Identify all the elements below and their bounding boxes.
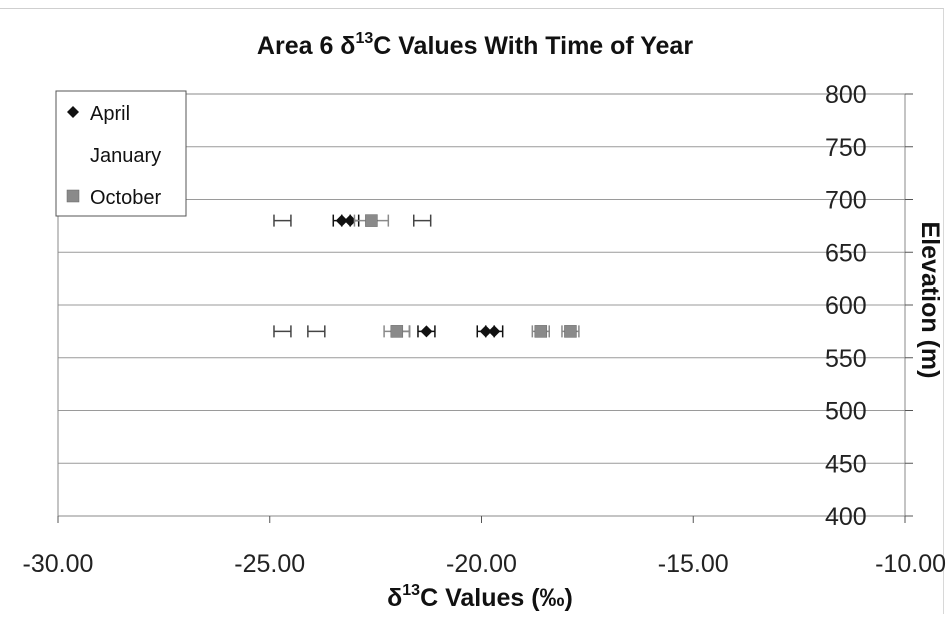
legend-marker-october [66,189,80,203]
data-point-october [564,325,577,338]
data-point-october [534,325,548,338]
x-tick-label: -25.00 [234,550,305,578]
x-tick-label: -30.00 [23,550,94,578]
y-tick-label: 600 [825,292,867,320]
data-points [273,214,580,338]
chart-title: Area 6 δ13C Values With Time of Year [257,30,693,60]
x-tick-label: -15.00 [658,550,729,578]
legend-label-october: October [90,187,161,209]
legend-label-january: January [90,145,161,167]
data-point-april [344,214,357,227]
x-axis-ticks: -30.00 -25.00 -20.00 -15.00 -10.00 [23,516,946,578]
legend: April January October [55,90,187,217]
x-tick-label: -10.00 [875,550,946,578]
y-tick-label: 550 [825,345,867,373]
y-tick-label: 800 [825,81,867,109]
y-axis-title: Elevation (m) [916,222,944,379]
legend-marker-april [67,106,79,118]
y-tick-label: 700 [825,187,867,215]
y-tick-label: 400 [825,503,867,531]
data-point-october [390,325,404,338]
y-tick-label: 450 [825,450,867,478]
y-tick-label: 500 [825,398,867,426]
data-point-october [365,214,378,227]
chart-frame [0,8,944,614]
data-point-april [420,325,433,338]
y-tick-label: 650 [825,239,867,267]
y-axis-ticks: 400 450 500 550 600 650 700 750 800 [825,81,913,531]
x-axis-title: δ13C Values (‰) [387,582,573,612]
legend-label-april: April [90,103,130,125]
x-tick-label: -20.00 [446,550,517,578]
y-tick-label: 750 [825,134,867,162]
data-point-april [488,325,501,338]
